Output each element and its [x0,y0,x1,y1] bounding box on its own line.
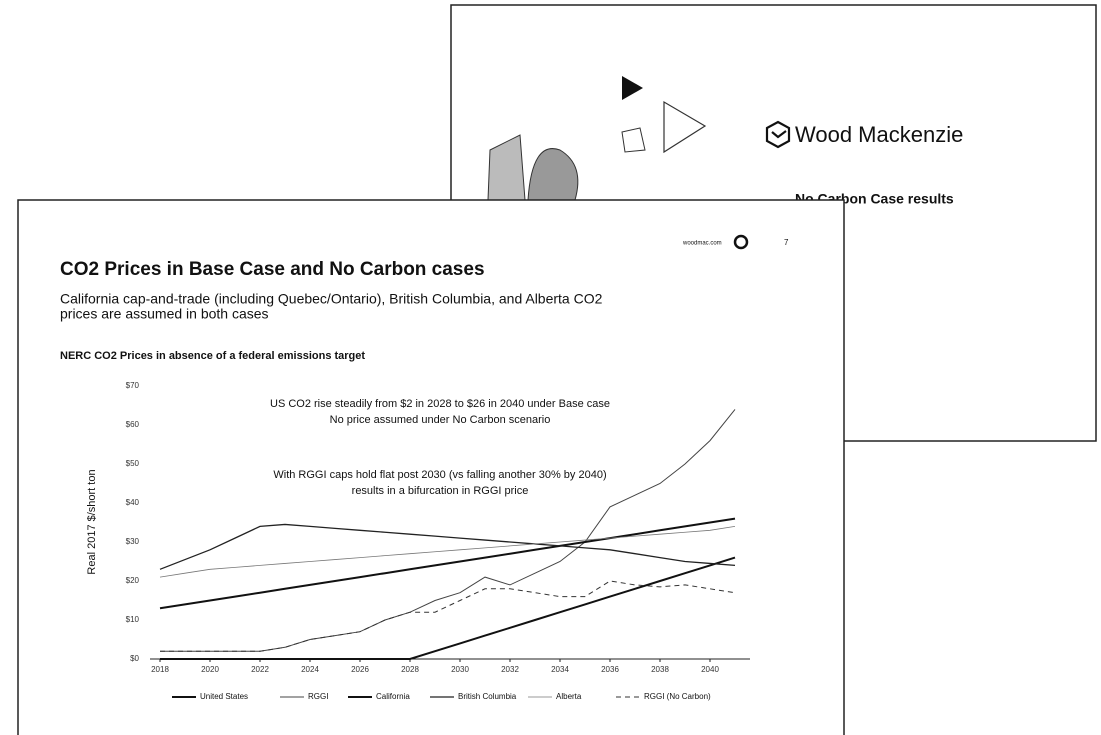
x-tick-label: 2038 [651,665,669,674]
x-tick-label: 2032 [501,665,519,674]
legend-label: British Columbia [458,692,517,701]
slide-subtitle: prices are assumed in both cases [60,306,269,322]
annotation: results in a bifurcation in RGGI price [352,485,529,497]
legend-label: California [376,692,410,701]
chart-title: NERC CO2 Prices in absence of a federal … [60,350,365,362]
y-tick-label: $30 [126,537,140,546]
legend-label: Alberta [556,692,582,701]
x-tick-label: 2034 [551,665,569,674]
x-tick-label: 2018 [151,665,169,674]
x-tick-label: 2020 [201,665,219,674]
annotation: With RGGI caps hold flat post 2030 (vs f… [273,469,606,481]
x-tick-label: 2026 [351,665,369,674]
screenshot: Wood Mackenzie No Carbon Case results wo… [0,0,1101,735]
y-tick-label: $20 [126,576,140,585]
y-tick-label: $70 [126,381,140,390]
x-tick-label: 2036 [601,665,619,674]
y-tick-label: $10 [126,615,140,624]
page-number: 7 [784,238,789,247]
y-tick-label: $0 [130,654,139,663]
slide-subtitle: California cap-and-trade (including Queb… [60,291,603,307]
legend-label: RGGI [308,692,328,701]
x-tick-label: 2024 [301,665,319,674]
y-axis-label: Real 2017 $/short ton [86,469,98,574]
x-tick-label: 2040 [701,665,719,674]
site-url: woodmac.com [682,241,722,247]
slide-title: CO2 Prices in Base Case and No Carbon ca… [60,259,485,280]
front-slide [18,200,844,735]
legend-label: RGGI (No Carbon) [644,692,711,701]
x-tick-label: 2022 [251,665,269,674]
y-tick-label: $40 [126,498,140,507]
y-tick-label: $60 [126,420,140,429]
annotation: US CO2 rise steadily from $2 in 2028 to … [270,398,610,410]
y-tick-label: $50 [126,459,140,468]
x-tick-label: 2028 [401,665,419,674]
annotation: No price assumed under No Carbon scenari… [330,414,551,426]
brand-name: Wood Mackenzie [795,122,963,147]
legend-label: United States [200,692,248,701]
x-tick-label: 2030 [451,665,469,674]
